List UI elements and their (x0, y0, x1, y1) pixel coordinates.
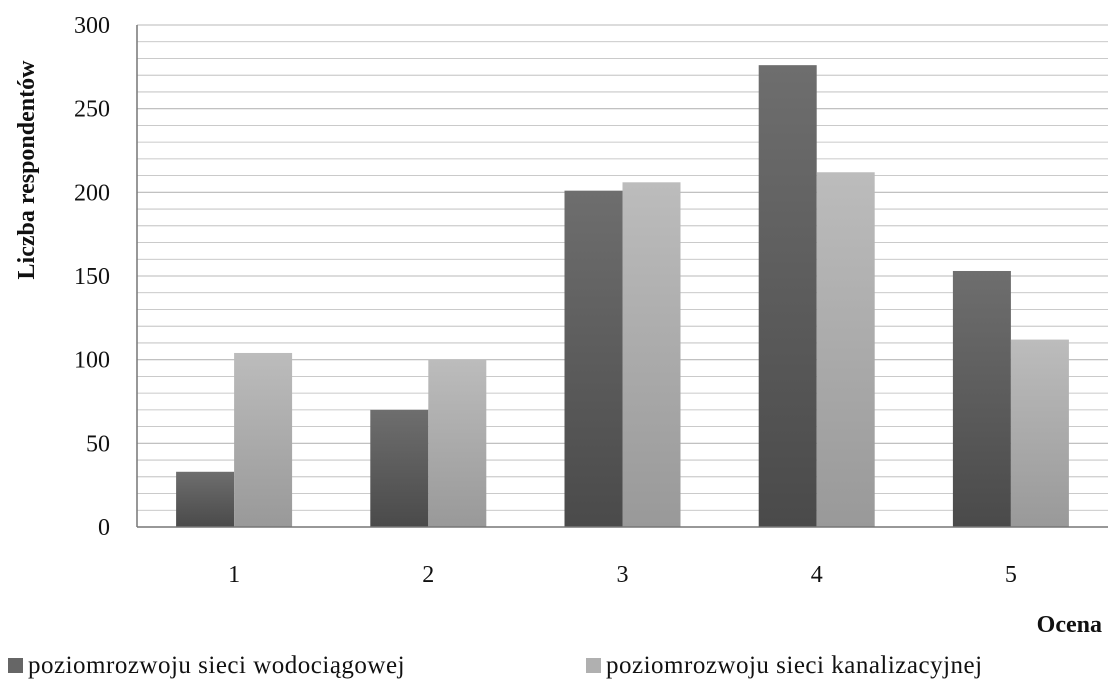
x-tick-label: 1 (228, 562, 240, 588)
legend-swatch (8, 658, 23, 673)
x-axis-title: Ocena (1037, 612, 1102, 638)
x-tick-label: 2 (422, 562, 434, 588)
bar-series-1-category-4 (758, 65, 817, 527)
y-tick-label: 300 (74, 13, 110, 39)
bar-series-1-category-5 (952, 270, 1011, 527)
bars (176, 65, 1069, 527)
y-axis-title: Liczba respondentów (14, 60, 40, 280)
y-tick-label: 100 (74, 348, 110, 374)
bar-series-2-category-1 (234, 352, 293, 527)
x-tick-labels: 1 2 3 4 5 (228, 562, 1017, 588)
y-tick-labels: 0 50 100 150 200 250 300 (74, 13, 110, 541)
bar-series-1-category-1 (176, 471, 235, 527)
y-tick-label: 50 (86, 431, 110, 457)
x-tick-label: 3 (617, 562, 629, 588)
bar-series-2-category-4 (816, 172, 875, 527)
bar-series-2-category-2 (428, 359, 487, 527)
y-tick-label: 150 (74, 264, 110, 290)
x-tick-label: 5 (1005, 562, 1017, 588)
legend: poziomrozwoju sieci wodociągowej poziomro… (8, 652, 983, 679)
x-tick-label: 4 (811, 562, 823, 588)
axes (136, 25, 1108, 528)
y-tick-label: 0 (98, 515, 110, 541)
legend-label: poziomrozwoju sieci wodociągowej (28, 652, 405, 679)
bar-series-1-category-3 (564, 190, 623, 527)
bar-series-1-category-2 (370, 409, 429, 527)
bar-series-2-category-5 (1010, 339, 1069, 527)
legend-label: poziomrozwoju sieci kanalizacyjnej (606, 652, 983, 679)
y-tick-label: 250 (74, 97, 110, 123)
legend-swatch (586, 658, 601, 673)
bar-series-2-category-3 (622, 182, 681, 527)
y-tick-label: 200 (74, 180, 110, 206)
